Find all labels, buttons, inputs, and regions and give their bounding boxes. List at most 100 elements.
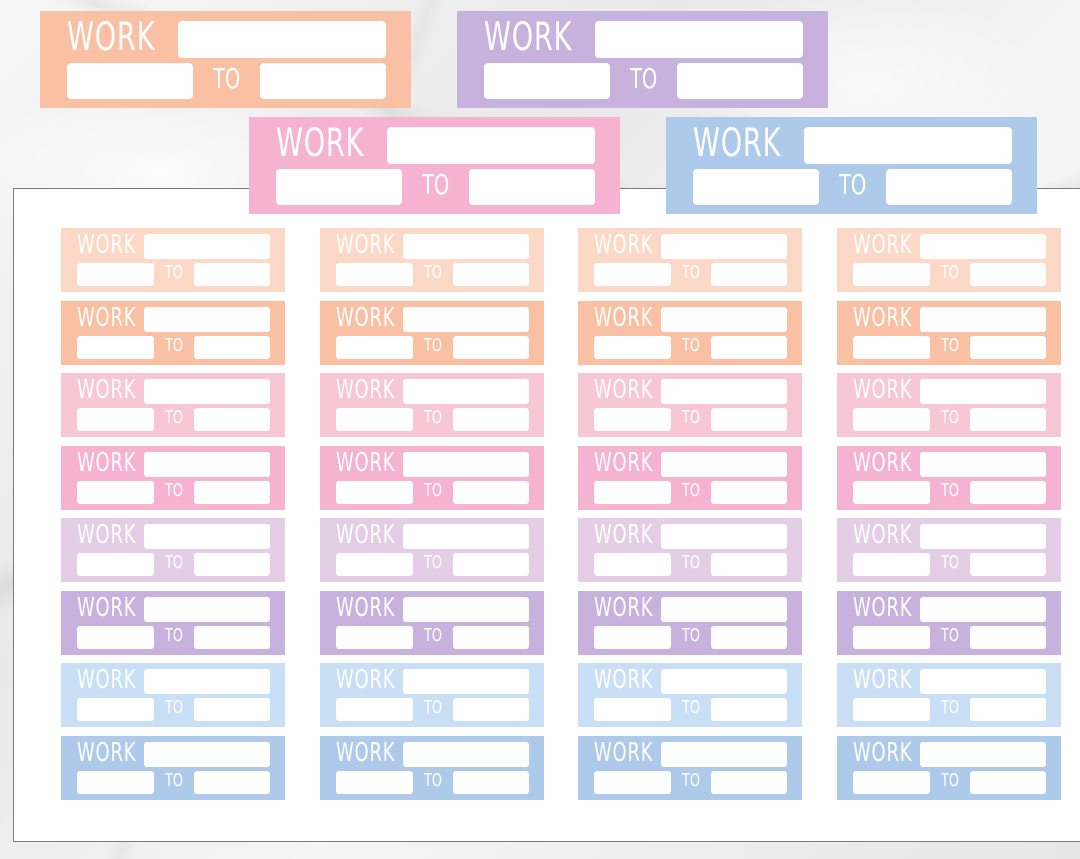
start-time-field[interactable] <box>336 262 413 287</box>
sheet-sticker-pink_light[interactable]: WORK TO <box>837 373 1061 437</box>
sheet-sticker-pink[interactable]: WORK TO <box>578 446 802 510</box>
sheet-sticker-lavender_light[interactable]: WORK TO <box>61 518 285 582</box>
sheet-sticker-lavender[interactable]: WORK TO <box>320 591 544 655</box>
work-name-field[interactable] <box>920 669 1046 694</box>
end-time-field[interactable] <box>969 335 1046 360</box>
end-time-field[interactable] <box>969 407 1046 432</box>
end-time-field[interactable] <box>710 335 787 360</box>
work-name-field[interactable] <box>403 742 529 767</box>
start-time-field[interactable] <box>77 697 154 722</box>
end-time-field[interactable] <box>452 552 529 577</box>
start-time-field[interactable] <box>77 625 154 650</box>
work-name-field[interactable] <box>403 524 529 549</box>
start-time-field[interactable] <box>77 480 154 505</box>
sheet-sticker-pink[interactable]: WORK TO <box>61 446 285 510</box>
start-time-field[interactable] <box>336 480 413 505</box>
work-name-field[interactable] <box>403 597 529 622</box>
start-time-field[interactable] <box>77 407 154 432</box>
sheet-sticker-peach_light[interactable]: WORK TO <box>837 228 1061 292</box>
start-time-field[interactable] <box>77 335 154 360</box>
end-time-field[interactable] <box>969 552 1046 577</box>
start-time-field[interactable] <box>67 63 194 100</box>
work-name-field[interactable] <box>403 452 529 477</box>
start-time-field[interactable] <box>276 169 403 206</box>
start-time-field[interactable] <box>853 770 930 795</box>
end-time-field[interactable] <box>452 262 529 287</box>
end-time-field[interactable] <box>452 407 529 432</box>
end-time-field[interactable] <box>710 552 787 577</box>
work-name-field[interactable] <box>920 452 1046 477</box>
end-time-field[interactable] <box>969 770 1046 795</box>
end-time-field[interactable] <box>710 480 787 505</box>
start-time-field[interactable] <box>853 335 930 360</box>
work-name-field[interactable] <box>144 669 270 694</box>
work-name-field[interactable] <box>661 742 787 767</box>
sheet-sticker-blue_light[interactable]: WORK TO <box>61 663 285 727</box>
end-time-field[interactable] <box>969 262 1046 287</box>
start-time-field[interactable] <box>853 552 930 577</box>
start-time-field[interactable] <box>594 262 671 287</box>
end-time-field[interactable] <box>969 697 1046 722</box>
sheet-sticker-blue[interactable]: WORK TO <box>61 736 285 800</box>
start-time-field[interactable] <box>594 625 671 650</box>
start-time-field[interactable] <box>853 480 930 505</box>
start-time-field[interactable] <box>853 625 930 650</box>
start-time-field[interactable] <box>484 63 611 100</box>
sheet-sticker-pink_light[interactable]: WORK TO <box>578 373 802 437</box>
end-time-field[interactable] <box>452 697 529 722</box>
end-time-field[interactable] <box>886 169 1013 206</box>
sheet-sticker-pink[interactable]: WORK TO <box>837 446 1061 510</box>
sheet-sticker-lavender_light[interactable]: WORK TO <box>578 518 802 582</box>
start-time-field[interactable] <box>336 335 413 360</box>
end-time-field[interactable] <box>452 335 529 360</box>
preview-sticker-blue[interactable]: WORK TO <box>666 117 1037 214</box>
end-time-field[interactable] <box>710 262 787 287</box>
sheet-sticker-pink_light[interactable]: WORK TO <box>61 373 285 437</box>
start-time-field[interactable] <box>693 169 820 206</box>
sheet-sticker-peach[interactable]: WORK TO <box>61 301 285 365</box>
start-time-field[interactable] <box>853 407 930 432</box>
work-name-field[interactable] <box>920 597 1046 622</box>
work-name-field[interactable] <box>144 452 270 477</box>
work-name-field[interactable] <box>920 234 1046 259</box>
start-time-field[interactable] <box>594 407 671 432</box>
start-time-field[interactable] <box>77 552 154 577</box>
end-time-field[interactable] <box>452 480 529 505</box>
end-time-field[interactable] <box>193 407 270 432</box>
work-name-field[interactable] <box>144 307 270 332</box>
end-time-field[interactable] <box>260 63 387 100</box>
start-time-field[interactable] <box>594 770 671 795</box>
work-name-field[interactable] <box>661 524 787 549</box>
end-time-field[interactable] <box>969 625 1046 650</box>
sheet-sticker-peach_light[interactable]: WORK TO <box>320 228 544 292</box>
end-time-field[interactable] <box>710 625 787 650</box>
sheet-sticker-peach[interactable]: WORK TO <box>320 301 544 365</box>
work-name-field[interactable] <box>920 379 1046 404</box>
end-time-field[interactable] <box>452 625 529 650</box>
end-time-field[interactable] <box>710 697 787 722</box>
start-time-field[interactable] <box>77 770 154 795</box>
sheet-sticker-lavender[interactable]: WORK TO <box>578 591 802 655</box>
sheet-sticker-lavender[interactable]: WORK TO <box>61 591 285 655</box>
sheet-sticker-pink_light[interactable]: WORK TO <box>320 373 544 437</box>
work-name-field[interactable] <box>144 524 270 549</box>
start-time-field[interactable] <box>77 262 154 287</box>
start-time-field[interactable] <box>336 552 413 577</box>
work-name-field[interactable] <box>661 452 787 477</box>
sheet-sticker-peach_light[interactable]: WORK TO <box>578 228 802 292</box>
preview-sticker-lavender[interactable]: WORK TO <box>457 11 828 108</box>
work-name-field[interactable] <box>920 307 1046 332</box>
work-name-field[interactable] <box>387 126 595 164</box>
end-time-field[interactable] <box>193 335 270 360</box>
work-name-field[interactable] <box>595 20 803 58</box>
sheet-sticker-blue_light[interactable]: WORK TO <box>578 663 802 727</box>
sheet-sticker-blue[interactable]: WORK TO <box>837 736 1061 800</box>
end-time-field[interactable] <box>469 169 596 206</box>
sheet-sticker-lavender_light[interactable]: WORK TO <box>837 518 1061 582</box>
work-name-field[interactable] <box>661 669 787 694</box>
preview-sticker-pink[interactable]: WORK TO <box>249 117 620 214</box>
start-time-field[interactable] <box>594 335 671 360</box>
start-time-field[interactable] <box>336 625 413 650</box>
sheet-sticker-peach[interactable]: WORK TO <box>578 301 802 365</box>
start-time-field[interactable] <box>853 697 930 722</box>
